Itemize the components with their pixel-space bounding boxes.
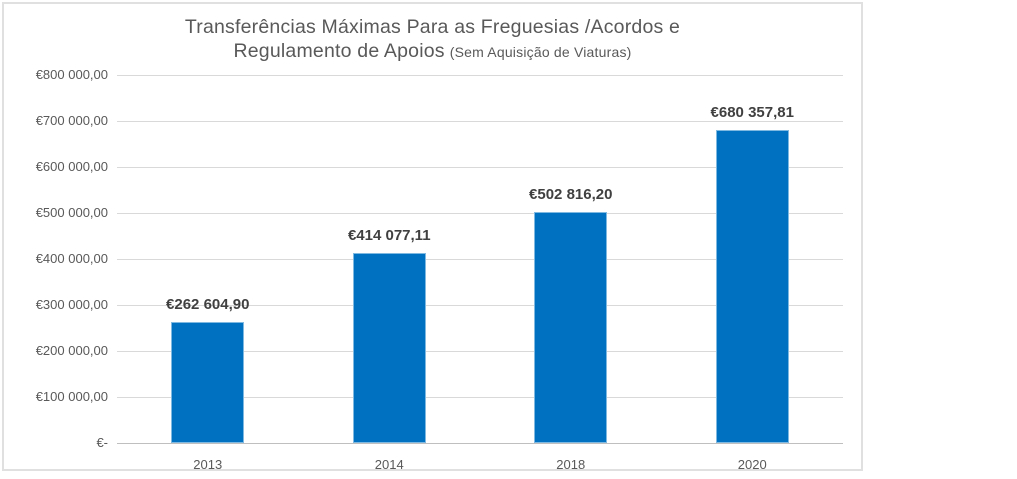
y-axis-tick-label: €100 000,00: [35, 389, 108, 404]
chart-title-line2: Regulamento de Apoios (Sem Aquisição de V…: [4, 39, 861, 64]
y-axis-tick-label: €-: [96, 435, 108, 450]
y-axis-tick-label: €700 000,00: [35, 113, 108, 128]
chart-title-line1: Transferências Máximas Para as Freguesia…: [184, 16, 681, 38]
bar-2018[interactable]: [534, 212, 608, 443]
bar-data-label: €680 357,81: [710, 104, 794, 121]
y-axis-tick-label: €800 000,00: [35, 67, 108, 82]
x-axis-category-label: 2020: [737, 457, 767, 472]
bar-2014[interactable]: [352, 253, 426, 443]
x-axis-category-label: 2013: [193, 457, 223, 472]
bar-data-label: €262 604,90: [166, 296, 250, 313]
chart-title-line2-main: Regulamento de Apoios: [233, 40, 445, 62]
y-axis-tick-label: €300 000,00: [35, 297, 108, 312]
chart-area[interactable]: Transferências Máximas Para as Freguesia…: [2, 2, 863, 472]
bar-2020[interactable]: [715, 130, 789, 443]
x-axis-line: [117, 443, 843, 444]
bar-data-label: €502 816,20: [529, 186, 613, 203]
y-axis-tick-label: €500 000,00: [35, 205, 108, 220]
x-axis-category-label: 2018: [556, 457, 586, 472]
bar-data-label: €414 077,11: [347, 227, 431, 244]
y-axis-tick-label: €400 000,00: [35, 251, 108, 266]
chart-title-note: (Sem Aquisição de Viaturas): [449, 44, 632, 60]
bar-2013[interactable]: [171, 322, 245, 443]
chart-title: Transferências Máximas Para as Freguesia…: [4, 15, 861, 64]
y-axis-tick-label: €600 000,00: [35, 159, 108, 174]
gridline: [117, 75, 843, 76]
y-axis-tick-label: €200 000,00: [35, 343, 108, 358]
x-axis-category-label: 2014: [374, 457, 404, 472]
